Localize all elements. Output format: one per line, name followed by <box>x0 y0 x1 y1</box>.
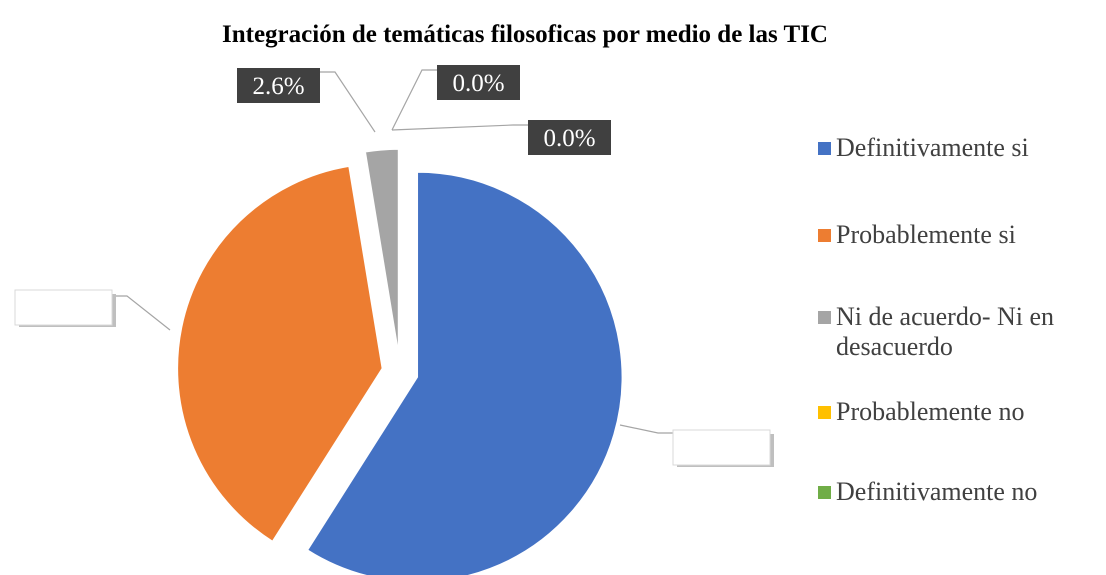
legend-label: Definitivamente si <box>836 133 1029 162</box>
leader-line <box>320 71 376 133</box>
legend-swatch <box>818 486 831 499</box>
legend-item: Probablemente si <box>818 220 1098 250</box>
label-box <box>14 289 113 326</box>
legend-item: Definitivamente si <box>818 133 1098 163</box>
pie-slice <box>306 171 624 575</box>
leader-line <box>112 295 171 331</box>
leader-line <box>619 424 673 434</box>
legend-item: Definitivamente no <box>818 477 1098 507</box>
legend-label: Definitivamente no <box>836 477 1038 506</box>
pie-slice <box>176 165 384 543</box>
legend-swatch <box>818 311 831 324</box>
leader-line <box>391 69 437 131</box>
data-label: 0.0% <box>452 70 504 97</box>
legend-label: Probablemente si <box>836 220 1016 249</box>
leader-line <box>391 124 528 131</box>
legend-label: Probablemente no <box>836 397 1025 426</box>
legend-item: Probablemente no <box>818 397 1098 427</box>
data-label: 2.6% <box>252 73 304 100</box>
legend-swatch <box>818 229 831 242</box>
legend-label: Ni de acuerdo- Ni en desacuerdo <box>836 302 1055 361</box>
chart-title: Integración de temáticas filosoficas por… <box>222 21 828 48</box>
data-label: 0.0% <box>543 125 595 152</box>
pie-slice <box>364 148 400 355</box>
label-box <box>237 68 320 103</box>
label-box <box>437 65 520 100</box>
legend-swatch <box>818 142 831 155</box>
label-box <box>528 120 611 155</box>
label-box <box>672 429 771 466</box>
legend-swatch <box>818 406 831 419</box>
legend-item: Ni de acuerdo- Ni en desacuerdo <box>818 302 1098 362</box>
